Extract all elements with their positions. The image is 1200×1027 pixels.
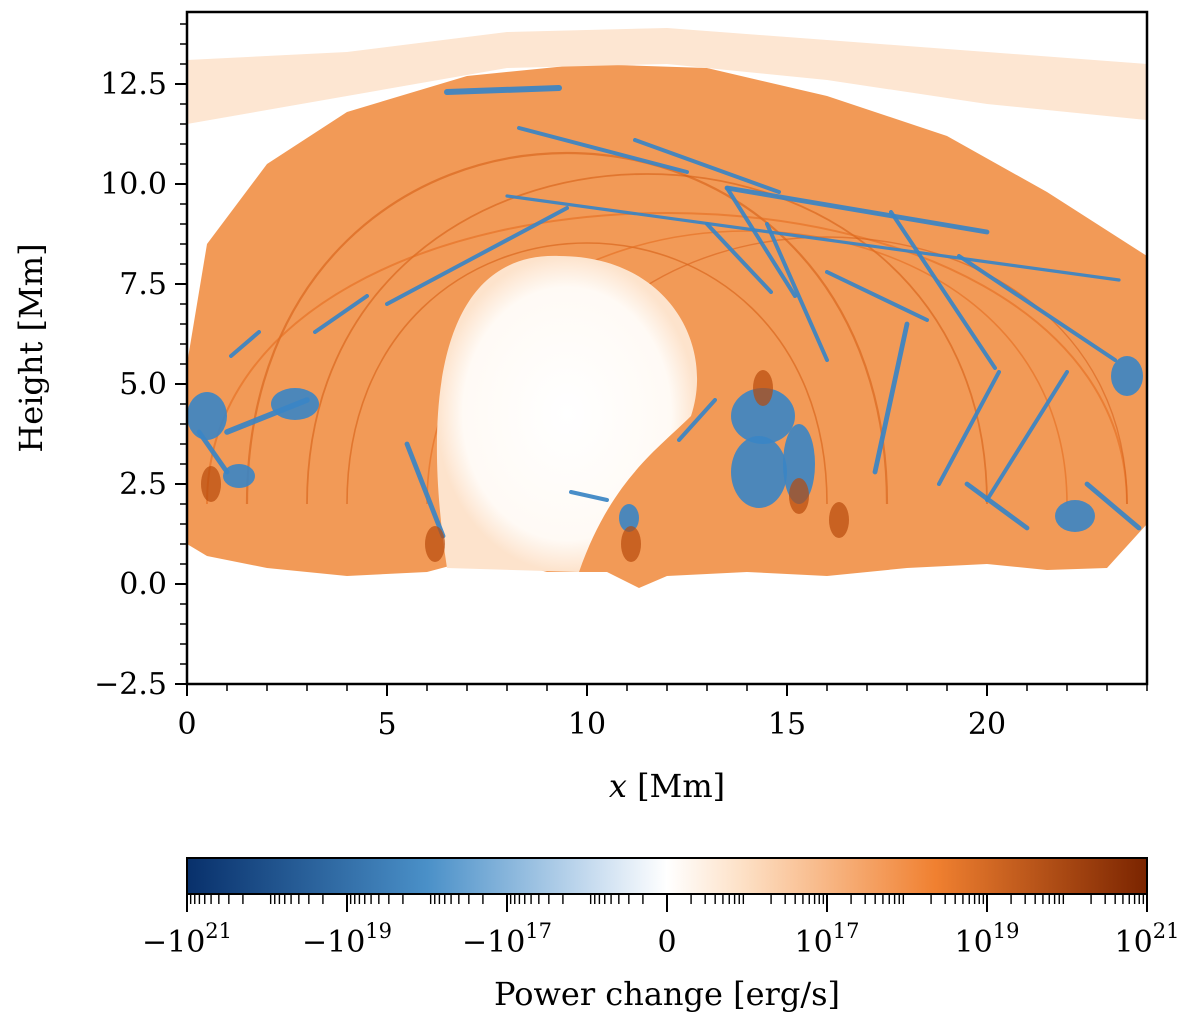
colorbar-gradient xyxy=(186,857,1148,895)
colorbar-tick-label: −1019 xyxy=(302,919,392,960)
loop-arc xyxy=(245,151,889,505)
central-cavity xyxy=(436,255,698,572)
footpoint xyxy=(621,526,641,562)
footpoint xyxy=(753,370,773,406)
negative-patch xyxy=(187,392,227,440)
negative-patch xyxy=(783,424,815,504)
negative-patch xyxy=(731,388,795,444)
x-axis: 0 5 10 15 20 xyxy=(177,684,1148,742)
x-axis-label-variable: x xyxy=(609,767,627,805)
x-tick-label: 0 xyxy=(177,707,196,742)
footpoint xyxy=(829,502,849,538)
negative-streak xyxy=(677,398,717,442)
upper-canopy xyxy=(187,28,1147,124)
loop-arc xyxy=(306,173,988,505)
negative-streak xyxy=(964,481,1030,531)
negative-streak xyxy=(825,270,929,322)
colorbar-tick-label: 1017 xyxy=(795,919,860,960)
negative-streak xyxy=(517,126,689,174)
y-axis: −2.5 0.0 2.5 5.0 7.5 10.0 12.5 xyxy=(94,23,187,702)
negative-streak xyxy=(705,222,773,294)
footpoint xyxy=(789,478,809,514)
colorbar: −1021 −1019 −1017 0 1017 1019 1021 Power chang… xyxy=(142,857,1179,1013)
negative-streak xyxy=(313,294,369,334)
negative-streak xyxy=(724,185,990,235)
negative-streak xyxy=(725,186,797,298)
footpoint xyxy=(425,526,445,562)
loop-arc xyxy=(206,212,1128,505)
colorbar-tick-label: −1021 xyxy=(142,919,232,960)
negative-patch xyxy=(1111,356,1143,396)
loop-arc xyxy=(346,242,828,505)
colorbar-tick-label: 0 xyxy=(657,925,676,960)
heatmap-image xyxy=(187,28,1147,588)
footpoint xyxy=(201,466,221,502)
negative-streak xyxy=(957,254,1117,362)
plot-area xyxy=(185,10,1149,686)
y-tick-label: 2.5 xyxy=(119,467,167,502)
negative-patch xyxy=(271,388,319,420)
colorbar-tick-label: 1021 xyxy=(1115,919,1180,960)
y-tick-label: 7.5 xyxy=(119,267,167,302)
negative-streak xyxy=(633,138,781,194)
y-tick-label: −2.5 xyxy=(94,667,167,702)
negative-streak xyxy=(229,330,261,358)
colorbar-major-ticks: −1021 −1019 −1017 0 1017 1019 1021 xyxy=(142,894,1179,960)
x-tick-label: 15 xyxy=(768,707,806,742)
negative-streak xyxy=(569,490,609,502)
negative-patch xyxy=(223,464,255,488)
negative-streak xyxy=(1084,481,1142,531)
x-tick-label: 10 xyxy=(568,707,606,742)
x-axis-label: x [Mm] xyxy=(609,767,725,805)
x-axis-label-unit: [Mm] xyxy=(637,767,725,805)
colorbar-label: Power change [erg/s] xyxy=(494,975,840,1013)
negative-streak xyxy=(404,441,446,539)
negative-patch xyxy=(619,504,639,532)
colorbar-minor-ticks xyxy=(189,894,1145,904)
negative-streak xyxy=(444,85,562,95)
colorbar-tick-label: 1019 xyxy=(955,919,1020,960)
y-axis-label: Height [Mm] xyxy=(12,243,50,452)
negative-patch xyxy=(1055,500,1095,532)
y-tick-label: 10.0 xyxy=(100,167,167,202)
y-tick-label: 5.0 xyxy=(119,367,167,402)
negative-patch xyxy=(731,436,787,508)
negative-streak xyxy=(385,206,569,306)
x-tick-label: 5 xyxy=(377,707,396,742)
x-tick-label: 20 xyxy=(968,707,1006,742)
negative-streak xyxy=(937,370,1001,486)
negative-streak xyxy=(872,321,910,475)
negative-streak xyxy=(889,210,997,370)
negative-streak xyxy=(985,370,1069,502)
colorbar-tick-label: −1017 xyxy=(462,919,552,960)
y-tick-label: 0.0 xyxy=(119,567,167,602)
negative-streak xyxy=(765,222,829,362)
negative-streak xyxy=(505,194,1121,282)
y-tick-label: 12.5 xyxy=(100,67,167,102)
